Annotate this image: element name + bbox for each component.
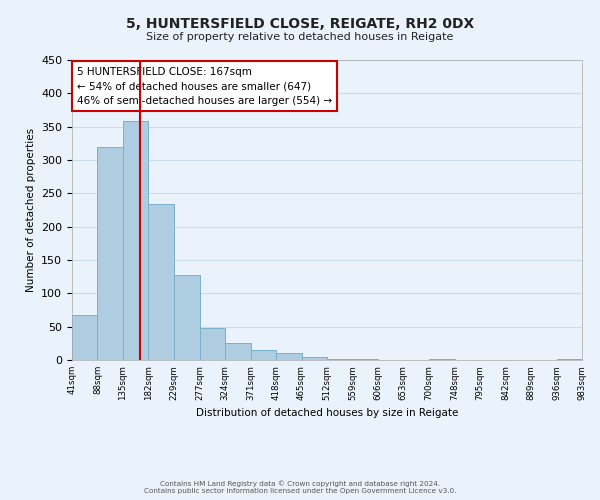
- Text: 5 HUNTERSFIELD CLOSE: 167sqm
← 54% of detached houses are smaller (647)
46% of s: 5 HUNTERSFIELD CLOSE: 167sqm ← 54% of de…: [77, 66, 332, 106]
- Bar: [72, 314, 97, 360]
- Bar: [251, 350, 276, 360]
- Bar: [148, 204, 174, 360]
- Text: Size of property relative to detached houses in Reigate: Size of property relative to detached ho…: [146, 32, 454, 42]
- Bar: [302, 358, 327, 360]
- Bar: [276, 352, 302, 360]
- Text: Contains HM Land Registry data © Crown copyright and database right 2024.
Contai: Contains HM Land Registry data © Crown c…: [144, 480, 456, 494]
- Y-axis label: Number of detached properties: Number of detached properties: [26, 128, 35, 292]
- Bar: [225, 344, 251, 360]
- X-axis label: Distribution of detached houses by size in Reigate: Distribution of detached houses by size …: [196, 408, 458, 418]
- Bar: [123, 122, 148, 360]
- Bar: [200, 328, 225, 360]
- Bar: [97, 146, 123, 360]
- Text: 5, HUNTERSFIELD CLOSE, REIGATE, RH2 0DX: 5, HUNTERSFIELD CLOSE, REIGATE, RH2 0DX: [126, 18, 474, 32]
- Bar: [174, 276, 200, 360]
